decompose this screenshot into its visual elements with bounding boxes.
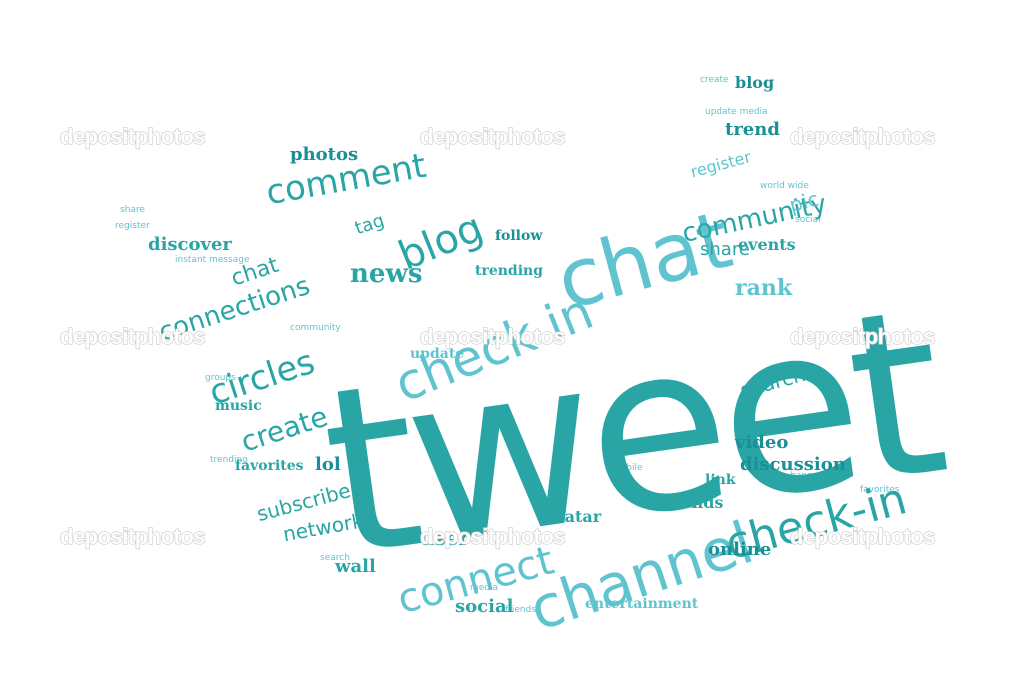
filler-word: mobile <box>612 463 643 473</box>
filler-word: social <box>795 215 821 225</box>
word-rank: rank <box>735 275 793 301</box>
watermark-text: depositphotos <box>790 124 935 149</box>
word-events: events <box>738 235 796 254</box>
filler-word: update media <box>705 107 768 117</box>
word-update: update <box>410 346 464 362</box>
filler-word: search <box>320 553 350 563</box>
word-favorites: favorites <box>235 458 304 474</box>
watermark-text: depositphotos <box>60 324 205 349</box>
filler-word: community <box>290 323 341 333</box>
word-discussion: discussion <box>740 454 846 475</box>
filler-word: world wide <box>760 181 809 191</box>
word-social: social <box>455 596 514 617</box>
word-share: share <box>700 239 750 260</box>
word-follow: follow <box>495 228 543 244</box>
word-trending: trending <box>475 263 543 279</box>
watermark-text: depositphotos <box>790 524 935 549</box>
filler-word: hang out <box>790 471 831 481</box>
filler-word: create <box>700 75 729 85</box>
watermark-text: depositphotos <box>420 124 565 149</box>
watermark-text: depositphotos <box>420 524 565 549</box>
word-trend: trend <box>725 119 780 140</box>
word-avatar: avatar <box>545 507 602 526</box>
watermark-text: depositphotos <box>790 324 935 349</box>
word-video: video <box>734 432 788 453</box>
word-entertainment: entertainment <box>585 596 699 612</box>
filler-word: groups <box>205 373 236 383</box>
word-music: music <box>215 398 262 414</box>
word-friends: friends <box>660 493 723 512</box>
filler-word: friends <box>505 605 536 615</box>
word-wall: wall <box>334 556 376 577</box>
word-discover: discover <box>148 234 232 255</box>
word-news: news <box>350 259 422 289</box>
word-user: user <box>420 526 470 550</box>
word-lol: lol <box>315 454 341 475</box>
filler-words: create update media share register insta… <box>115 75 900 615</box>
watermark-text: depositphotos <box>60 124 205 149</box>
watermark-text: depositphotos <box>60 524 205 549</box>
filler-word: favorites <box>860 485 900 495</box>
word-online: online <box>708 539 771 560</box>
filler-word: share <box>120 205 145 215</box>
watermarks: depositphotos depositphotos depositphoto… <box>59 123 936 549</box>
watermark-text: depositphotos <box>420 324 565 349</box>
word-photos: photos <box>290 144 358 165</box>
filler-word: trending <box>210 455 248 465</box>
filler-word: register <box>115 221 150 231</box>
filler-word: media <box>470 583 498 593</box>
word-link: link <box>705 472 736 488</box>
word-tag: tag <box>352 210 387 239</box>
filler-word: instant message <box>175 255 250 265</box>
word-register: register <box>688 147 753 181</box>
word-blog-small: blog <box>735 73 774 92</box>
